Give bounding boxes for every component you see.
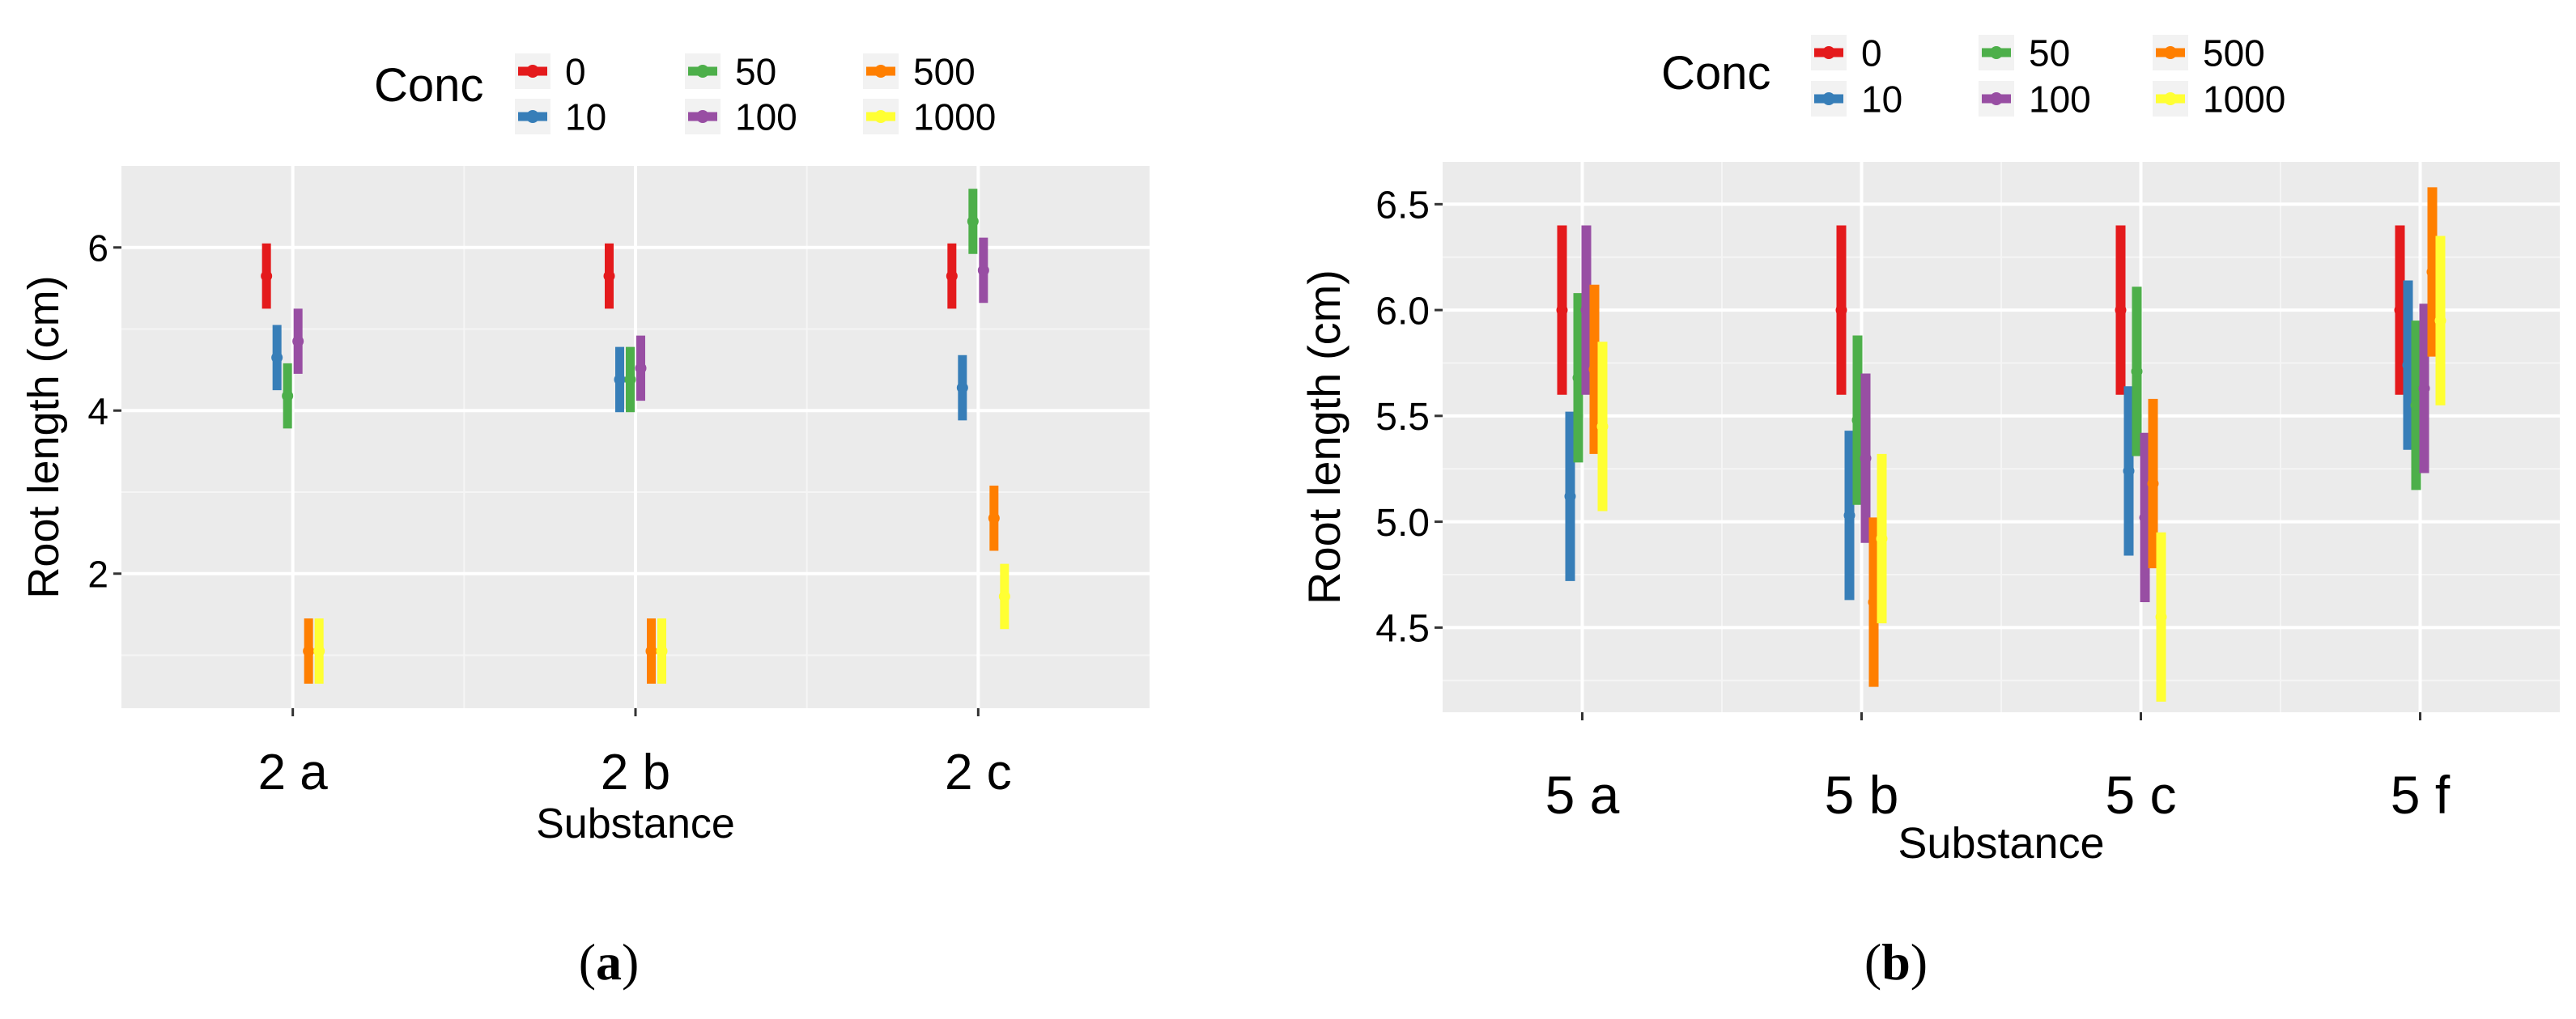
chart-b-y-axis-title: Root length (cm) [1299, 270, 1350, 605]
chart-a-point-2-b-conc-50 [624, 373, 636, 385]
chart-a-caption: (a) [579, 933, 640, 991]
chart-a-y-tick-label: 2 [87, 553, 108, 595]
chart-b-point-5-f-conc-100 [2418, 382, 2430, 394]
chart-a-legend-label-500: 500 [913, 51, 976, 93]
chart-b-legend-label-1000: 1000 [2203, 79, 2285, 121]
chart-b-x-tick-label-5-c: 5 c [2105, 765, 2176, 825]
chart-b-legend-label-100: 100 [2029, 79, 2091, 121]
chart-b-legend-key-dot-50 [1990, 46, 2003, 59]
chart-a-x-tick-label-2-b: 2 b [601, 745, 670, 800]
chart-a-point-2-c-conc-10 [956, 382, 968, 394]
chart-a-point-2-c-conc-100 [977, 264, 989, 276]
chart-b-point-5-a-conc-100 [1580, 304, 1592, 316]
chart-panel-b: 4.5 5.0 5.5 6.0 6.5 5 a 5 b 5 c 5 f Substance Root… [1263, 0, 2576, 1019]
chart-a-point-2-a-conc-1000 [313, 645, 325, 657]
chart-a-legend-key-dot-10 [526, 110, 539, 123]
chart-b-point-5-f-conc-500 [2426, 266, 2438, 278]
chart-b-y-tick-label: 4.5 [1375, 608, 1430, 651]
chart-a-legend-label-50: 50 [735, 51, 776, 93]
chart-b-legend-key-dot-100 [1990, 92, 2003, 105]
chart-a-point-2-c-conc-1000 [998, 590, 1010, 602]
chart-b-caption-letter: b [1881, 933, 1911, 991]
chart-b-point-5-f-conc-0 [2394, 304, 2406, 316]
chart-b-legend-label-10: 10 [1861, 79, 1902, 121]
chart-b-point-5-c-conc-1000 [2155, 611, 2167, 623]
chart-a-point-2-a-conc-50 [282, 390, 294, 402]
chart-a-point-2-b-conc-500 [645, 645, 657, 657]
chart-b-x-tick-label-5-b: 5 b [1825, 765, 1899, 825]
chart-b-point-5-b-conc-50 [1851, 414, 1864, 427]
chart-b-point-5-f-conc-50 [2410, 399, 2422, 411]
chart-b-legend-key-dot-10 [1822, 92, 1835, 105]
chart-b-svg: 4.5 5.0 5.5 6.0 6.5 5 a 5 b 5 c 5 f Substance Root… [1299, 32, 2560, 991]
chart-a-x-axis-title: Substance [536, 800, 735, 847]
chart-a-legend-label-10: 10 [565, 96, 606, 138]
chart-a-x-tick-label-2-c: 2 c [945, 745, 1012, 800]
chart-b-point-5-c-conc-0 [2115, 304, 2127, 316]
chart-panel-a: 2 4 6 2 a 2 b 2 c Substance Root length (cm) Con… [0, 0, 1263, 1019]
chart-b-caption: (b) [1864, 933, 1928, 991]
chart-a-point-2-b-conc-10 [614, 373, 626, 385]
chart-b-legend-label-0: 0 [1861, 32, 1882, 74]
chart-a-point-2-a-conc-0 [261, 270, 273, 282]
chart-a-legend-label-100: 100 [735, 96, 797, 138]
chart-a-legend-title: Conc [374, 59, 483, 112]
chart-a-legend-key-dot-100 [696, 110, 709, 123]
chart-a-y-tick-label: 4 [87, 390, 108, 432]
chart-b-legend-key-dot-500 [2164, 46, 2177, 59]
chart-b-point-5-a-conc-10 [1564, 490, 1576, 503]
chart-b-point-5-f-conc-10 [2402, 359, 2414, 372]
chart-a-point-2-a-conc-500 [303, 645, 315, 657]
chart-b-point-5-b-conc-0 [1835, 304, 1847, 316]
chart-a-point-2-a-conc-100 [292, 335, 304, 347]
chart-b-point-5-a-conc-500 [1588, 363, 1600, 376]
chart-b-point-5-f-conc-1000 [2434, 315, 2446, 327]
chart-b-point-5-c-conc-100 [2139, 512, 2151, 524]
chart-a-y-axis-title: Root length (cm) [19, 275, 68, 598]
chart-b-y-tick-label: 5.0 [1375, 502, 1430, 545]
chart-b-point-5-c-conc-50 [2131, 365, 2143, 377]
chart-a-y-tick-label: 6 [87, 227, 108, 269]
chart-a-point-2-c-conc-500 [988, 512, 1000, 524]
chart-a-point-2-b-conc-0 [603, 270, 615, 282]
chart-b-point-5-a-conc-50 [1572, 372, 1584, 384]
chart-b-point-5-c-conc-500 [2147, 478, 2159, 490]
chart-a-legend-key-dot-0 [526, 65, 539, 78]
chart-a-legend-key-dot-50 [696, 65, 709, 78]
chart-b-x-tick-label-5-a: 5 a [1545, 765, 1620, 825]
chart-a-point-2-b-conc-1000 [656, 645, 668, 657]
chart-b-y-tick-label: 6.5 [1375, 185, 1430, 227]
chart-b-legend-title: Conc [1661, 47, 1770, 100]
chart-b-x-axis-title: Substance [1898, 819, 2104, 868]
chart-b-legend-label-500: 500 [2203, 32, 2265, 74]
chart-b-y-tick-label: 5.5 [1375, 396, 1430, 439]
chart-b-legend-key-dot-0 [1822, 46, 1835, 59]
chart-b-point-5-c-conc-10 [2123, 465, 2135, 477]
chart-a-x-tick-label-2-a: 2 a [258, 745, 329, 800]
chart-a-legend-key-dot-500 [874, 65, 887, 78]
chart-a-legend-label-1000: 1000 [913, 96, 996, 138]
chart-a-caption-letter: a [596, 933, 622, 991]
chart-b-point-5-b-conc-10 [1843, 509, 1855, 521]
chart-b-y-tick-label: 6.0 [1375, 290, 1430, 333]
chart-b-point-5-a-conc-0 [1556, 304, 1568, 316]
chart-b-legend-key-dot-1000 [2164, 92, 2177, 105]
chart-b-point-5-b-conc-500 [1868, 597, 1880, 608]
chart-b-legend-label-50: 50 [2029, 32, 2070, 74]
chart-b-point-5-b-conc-100 [1860, 452, 1872, 465]
chart-a-point-2-c-conc-0 [946, 270, 958, 282]
chart-a-legend-label-0: 0 [565, 51, 586, 93]
chart-a-point-2-b-conc-100 [635, 362, 647, 374]
chart-b-x-tick-label-5-f: 5 f [2391, 765, 2451, 825]
chart-b-point-5-a-conc-1000 [1596, 420, 1609, 432]
chart-a-point-2-c-conc-50 [967, 215, 979, 227]
chart-b-point-5-b-conc-1000 [1876, 533, 1888, 545]
chart-a-point-2-a-conc-10 [271, 351, 283, 363]
chart-a-legend-key-dot-1000 [874, 110, 887, 123]
chart-a-svg: 2 4 6 2 a 2 b 2 c Substance Root length (cm) Con… [19, 51, 1150, 991]
